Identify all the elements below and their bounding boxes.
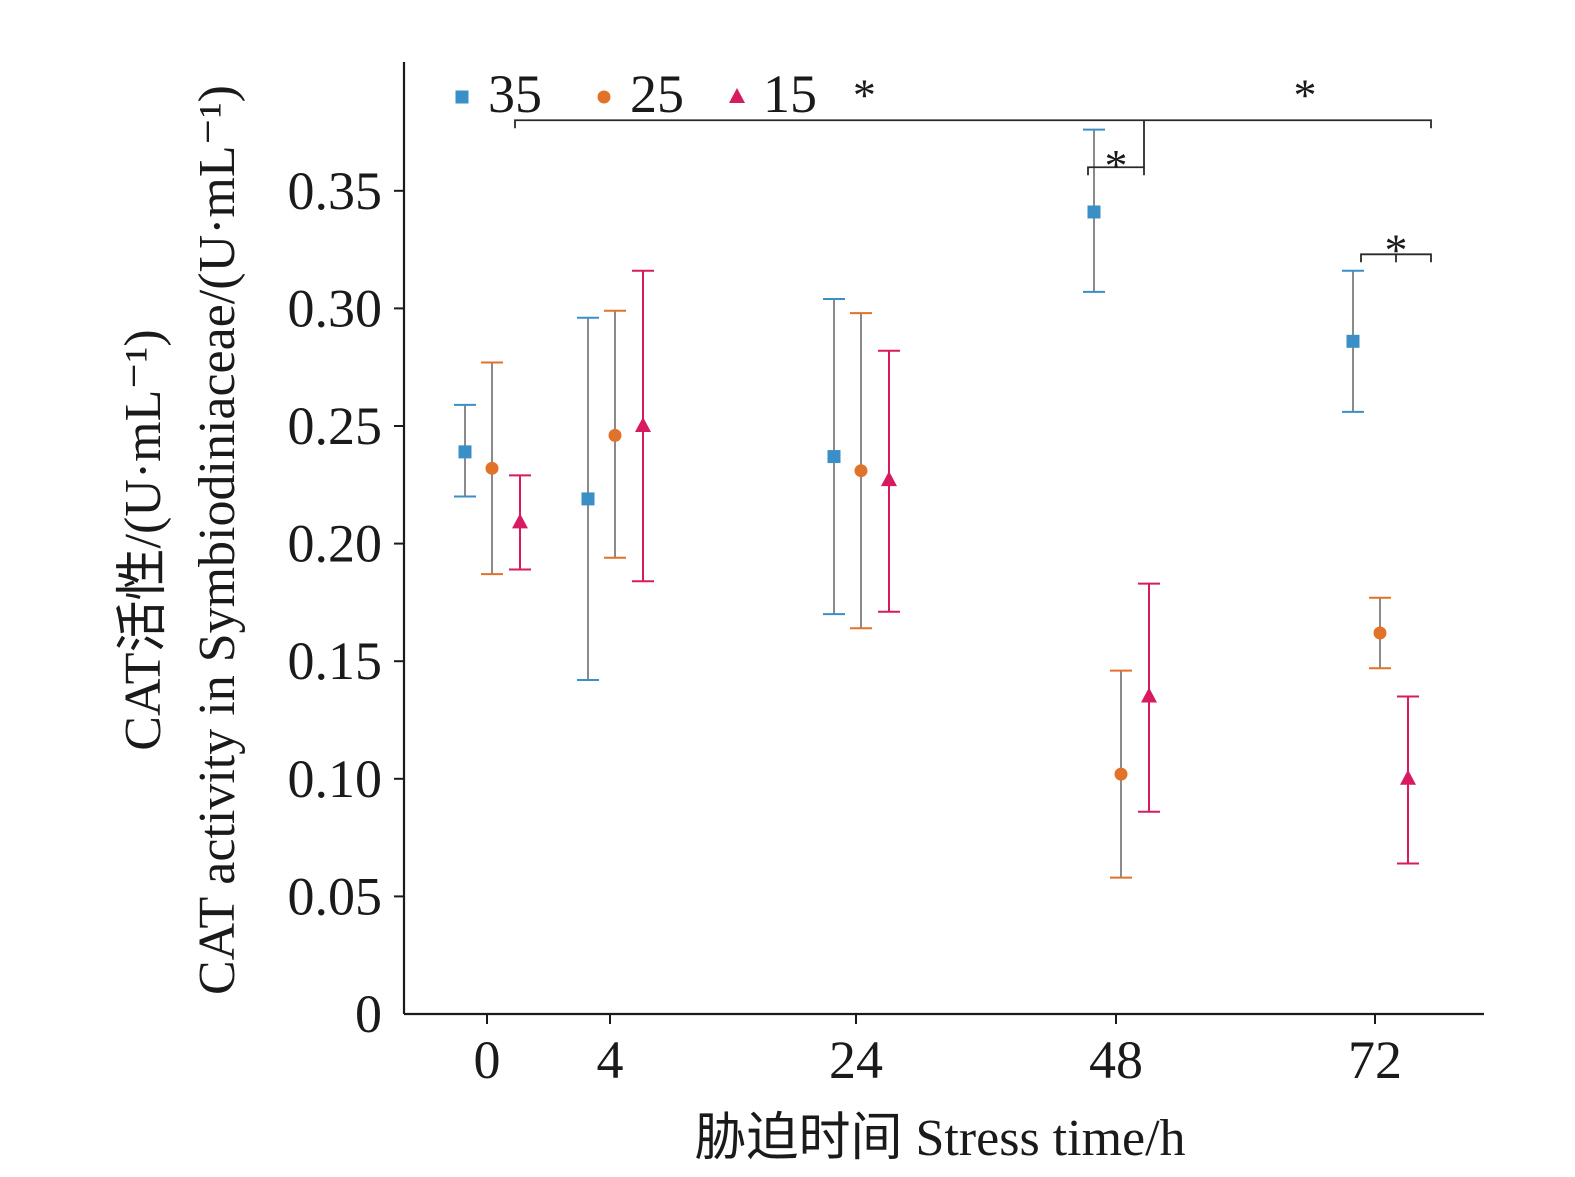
legend-label: 15 — [763, 64, 817, 124]
data-point — [1400, 769, 1416, 785]
data-point — [827, 450, 841, 464]
significance-marker: * — [1087, 120, 1145, 191]
x-tick-label: 0 — [474, 1030, 501, 1090]
y-axis-title-line-2: CAT activity in Symbiodiniaceae/(U·mL⁻¹) — [189, 85, 246, 995]
legend-marker — [729, 88, 745, 103]
x-ticks: 0 4 24 48 72 — [474, 1014, 1402, 1090]
x-tick-label: 4 — [597, 1030, 624, 1090]
data-point — [608, 428, 622, 442]
x-axis-title: 胁迫时间 Stress time/h — [694, 1110, 1185, 1167]
data-point — [635, 417, 651, 432]
data-point — [854, 464, 868, 478]
significance-star: * — [1105, 140, 1128, 191]
data-point — [881, 471, 897, 487]
legend-item: 25 — [597, 64, 684, 124]
legend: 35 25 15 — [455, 64, 817, 124]
significance-marker: * — [514, 69, 1432, 129]
data-point — [512, 513, 528, 529]
y-tick-label: 0.35 — [288, 161, 383, 221]
legend-marker — [455, 90, 469, 104]
data-point — [581, 492, 595, 506]
y-axis-title-line-1: CAT活性/(U·mL⁻¹) — [115, 329, 172, 750]
x-tick-label: 48 — [1089, 1030, 1143, 1090]
data-point — [485, 461, 499, 475]
y-tick-label: 0.15 — [288, 631, 383, 691]
y-tick-label: 0 — [355, 984, 382, 1044]
legend-label: 35 — [488, 64, 542, 124]
significance-annotations: * * * * — [514, 69, 1432, 275]
y-tick-label: 0.05 — [288, 866, 383, 926]
legend-marker — [597, 90, 611, 104]
y-tick-label: 0.25 — [288, 396, 383, 456]
legend-item: 15 — [729, 64, 817, 124]
y-tick-label: 0.30 — [288, 278, 383, 338]
error-bars — [454, 128, 1419, 879]
legend-item: 35 — [455, 64, 542, 124]
significance-marker: * — [1360, 224, 1432, 275]
significance-star: * — [1385, 224, 1408, 275]
data-point — [1087, 205, 1101, 219]
x-tick-label: 24 — [829, 1030, 883, 1090]
data-point — [1141, 687, 1157, 703]
x-tick-label: 72 — [1348, 1030, 1402, 1090]
y-tick-label: 0.10 — [288, 749, 383, 809]
data-point — [1373, 626, 1387, 640]
y-ticks: 0 0.05 0.10 0.15 0.20 0.25 0.30 0.35 — [288, 161, 404, 1044]
data-point — [458, 445, 472, 459]
axes — [402, 62, 1484, 1016]
data-point — [1346, 334, 1360, 348]
data-markers — [458, 205, 1416, 785]
significance-star: * — [1294, 69, 1317, 120]
legend-label: 25 — [630, 64, 684, 124]
significance-marker: * — [1294, 69, 1317, 120]
data-point — [1114, 767, 1128, 781]
significance-star: * — [853, 69, 876, 120]
y-tick-label: 0.20 — [288, 514, 383, 574]
